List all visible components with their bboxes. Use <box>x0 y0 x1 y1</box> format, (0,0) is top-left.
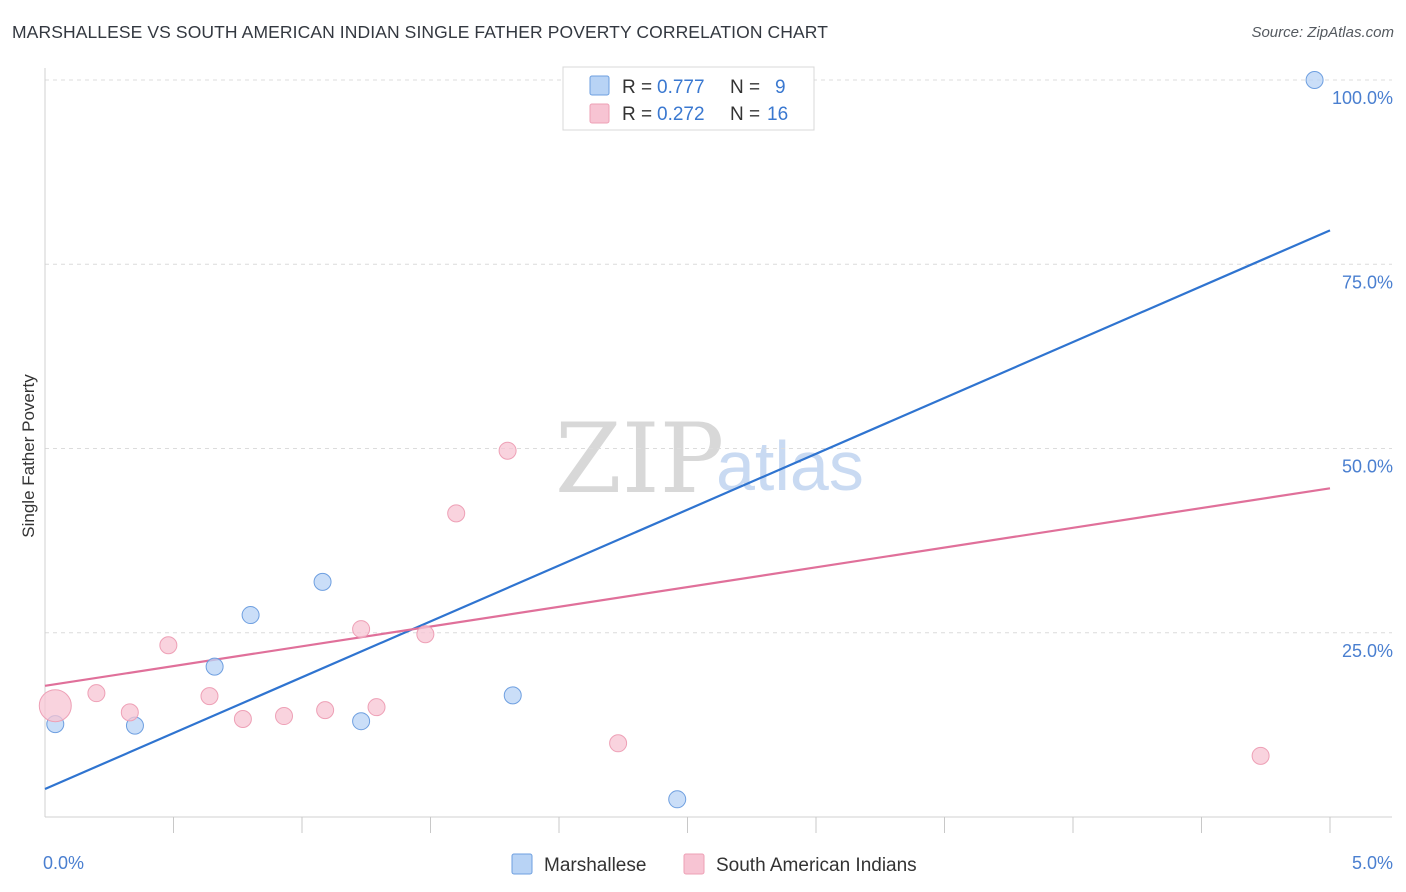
bottom-legend: Marshallese South American Indians <box>511 853 917 876</box>
point-south-american-indians-6 <box>275 707 294 726</box>
legend-swatch-south-american-indians <box>589 103 610 124</box>
x-tick-label-1: 5.0% <box>1352 853 1393 873</box>
point-marshallese-2 <box>205 657 224 676</box>
point-south-american-indians-5 <box>233 709 252 728</box>
legend-r-value-marshallese: 0.777 <box>657 77 705 98</box>
point-south-american-indians-3 <box>159 636 178 655</box>
chart-title: MARSHALLESE VS SOUTH AMERICAN INDIAN SIN… <box>12 22 829 42</box>
y-tick-label-3: 100.0% <box>1332 88 1393 108</box>
point-south-american-indians-8 <box>352 620 371 639</box>
y-tick-label-1: 50.0% <box>1342 457 1393 477</box>
point-south-american-indians-12 <box>498 441 517 460</box>
trend-line-marshallese <box>44 229 1331 791</box>
watermark-zip: ZIP <box>555 403 724 515</box>
top-legend: R = 0.777 N = 9 R = 0.272 N = 16 <box>562 66 815 131</box>
y-tick-label-0: 25.0% <box>1342 641 1393 661</box>
y-tick-labels: 25.0% 50.0% 75.0% 100.0% <box>1332 88 1393 661</box>
trend-lines <box>44 229 1331 791</box>
watermark: ZIP atlas <box>555 403 864 515</box>
point-south-american-indians-1 <box>87 684 106 703</box>
legend-n-label-south-american-indians: N = <box>730 104 760 125</box>
legend-r-label-marshallese: R = <box>622 77 652 98</box>
point-marshallese-7 <box>668 790 687 809</box>
bottom-legend-label-marshallese: Marshallese <box>544 855 646 876</box>
point-marshallese-4 <box>313 572 332 591</box>
legend-swatch-marshallese <box>589 75 610 96</box>
x-tick-label-0: 0.0% <box>43 853 84 873</box>
axes <box>44 68 1392 833</box>
bottom-legend-swatch-south-american-indians <box>683 853 705 875</box>
point-marshallese-8 <box>1305 71 1324 89</box>
point-south-american-indians-7 <box>316 701 335 720</box>
bottom-legend-label-south-american-indians: South American Indians <box>716 855 917 876</box>
point-south-american-indians-9 <box>367 698 386 717</box>
point-south-american-indians-4 <box>200 687 219 706</box>
point-south-american-indians-15 <box>1251 746 1270 765</box>
point-south-american-indians-2 <box>120 703 139 722</box>
legend-r-value-south-american-indians: 0.272 <box>657 104 705 125</box>
x-tick-labels: 0.0% 5.0% <box>43 853 1393 873</box>
point-marshallese-5 <box>352 712 371 731</box>
point-south-american-indians-13 <box>609 734 628 753</box>
y-axis-label: Single Father Poverty <box>19 374 38 538</box>
point-south-american-indians-11 <box>447 504 466 523</box>
legend-n-label-marshallese: N = <box>730 77 760 98</box>
y-tick-label-2: 75.0% <box>1342 272 1393 292</box>
point-south-american-indians-0 <box>38 689 72 723</box>
bottom-legend-swatch-marshallese <box>511 853 533 875</box>
legend-n-value-south-american-indians: 16 <box>767 104 788 125</box>
legend-n-value-marshallese: 9 <box>775 77 786 98</box>
point-marshallese-6 <box>503 686 522 705</box>
trend-line-south-american-indians <box>44 487 1331 687</box>
legend-r-label-south-american-indians: R = <box>622 104 652 125</box>
chart-source: Source: ZipAtlas.com <box>1251 24 1394 41</box>
point-marshallese-3 <box>241 606 260 625</box>
grid-lines <box>45 79 1392 634</box>
point-south-american-indians-10 <box>416 625 435 644</box>
